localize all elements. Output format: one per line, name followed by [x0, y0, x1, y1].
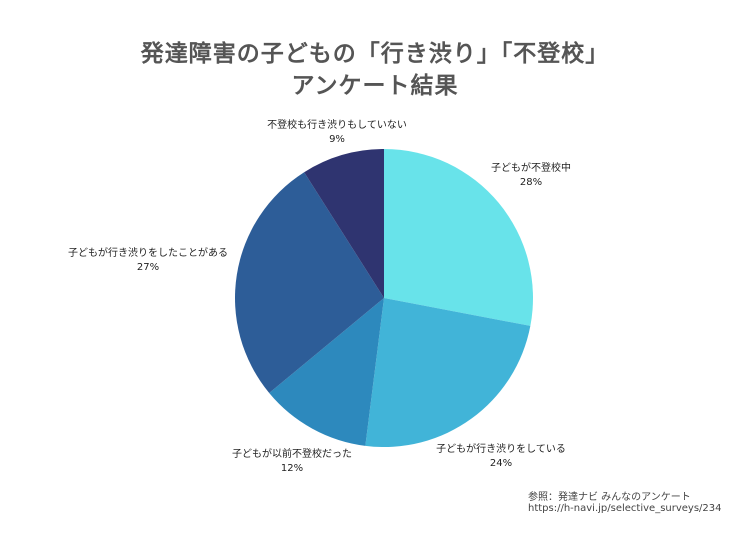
slice-category-label-5: 不登校も行き渋りもしていない	[267, 118, 407, 131]
pie-slice-4	[234, 172, 384, 393]
slice-value-label-4: 27%	[137, 262, 159, 273]
slice-category-label-2: 子どもが行き渋りをしている	[436, 442, 566, 455]
pie-slice-2	[365, 298, 531, 447]
pie-slice-1	[384, 149, 533, 326]
slice-value-label-1: 28%	[520, 177, 542, 188]
pie-slice-5	[304, 149, 384, 298]
source-url: https://h-navi.jp/selective_surveys/234	[528, 503, 722, 514]
slice-category-label-3: 子どもが以前不登校だった	[232, 447, 352, 460]
slice-category-label-4: 子どもが行き渋りをしたことがある	[68, 246, 228, 259]
chart-title-line1: 発達障害の子どもの「行き渋り」「不登校」	[140, 41, 610, 67]
slice-value-label-3: 12%	[281, 463, 303, 474]
source-label: 参照：発達ナビ みんなのアンケート	[528, 492, 691, 503]
slice-value-label-2: 24%	[490, 458, 512, 469]
slice-category-label-1: 子どもが不登校中	[491, 161, 571, 174]
slice-value-label-5: 9%	[329, 134, 345, 145]
pie-slice-3	[269, 298, 384, 446]
chart-title-line2: アンケート結果	[291, 73, 459, 99]
